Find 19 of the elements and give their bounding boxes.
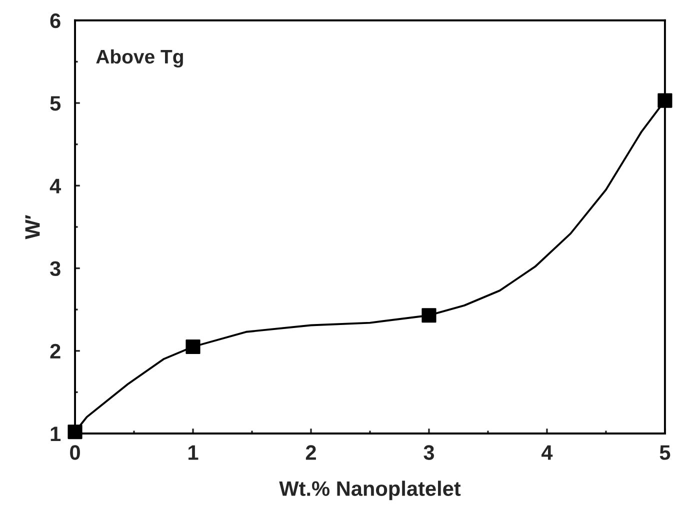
y-tick-label: 4 [50,178,62,194]
annotation: Above Tg [96,49,183,68]
point [422,308,436,323]
y-tick-label: 5 [50,96,61,111]
point [186,339,200,354]
y-tick-label: 6 [50,13,60,28]
x-tick-label: 1 [188,445,198,460]
y-axis-title: W′ [25,214,40,240]
point [68,424,82,440]
y-tick-label: 3 [50,261,60,276]
x-tick-label: 3 [424,445,434,460]
x-tick-label: 5 [660,445,670,460]
y-tick-label: 2 [50,344,60,358]
x-tick-label: 0 [70,445,80,460]
x-axis-title: Wt.% Nanoplatelet [279,480,461,500]
point [658,93,672,108]
x-tick-label: 4 [541,445,553,460]
x-tick-label: 2 [306,445,316,460]
y-tick-label: 1 [50,426,61,442]
